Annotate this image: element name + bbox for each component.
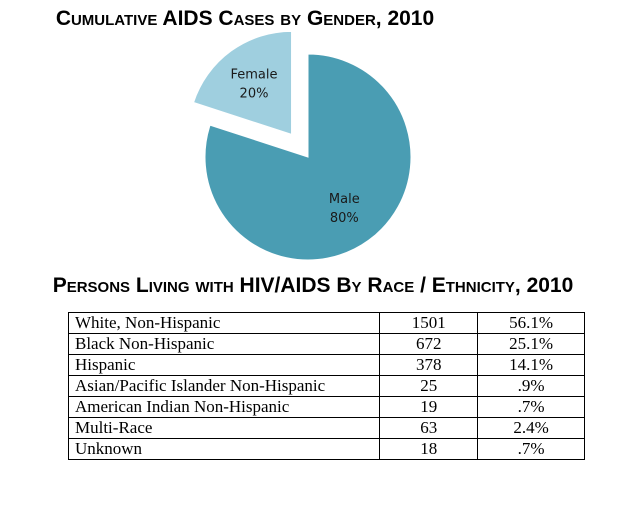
cell: .9% [477, 375, 585, 397]
cell: 14.1% [477, 354, 585, 376]
cell: 25 [379, 375, 479, 397]
table-row: Unknown 18.7% [67, 438, 585, 460]
row-label: American Indian Non-Hispanic [67, 396, 381, 418]
chart-title: Cumulative AIDS Cases by Gender, 2010 [56, 7, 434, 30]
slice-category-label: Female [230, 68, 277, 83]
cell: 672 [379, 333, 479, 355]
cell: 19 [379, 396, 479, 418]
row-label: Hispanic [67, 354, 381, 376]
row-label: Multi-Race [67, 417, 381, 439]
cell: 378 [379, 354, 479, 376]
data-table: White, Non-Hispanic 1501 56.1% Black Non-Hi… [67, 312, 585, 460]
row-label: Unknown [67, 438, 381, 460]
table-row: Black Non-Hispanic 672 25.1% [67, 333, 585, 355]
cell: .7% [477, 438, 585, 460]
pie-slice [192, 30, 293, 136]
cell: 18 [379, 438, 479, 460]
slice-category-label: Male [329, 192, 360, 207]
cell: 63 [379, 417, 479, 439]
table-row: White, Non-Hispanic 1501 56.1% [67, 312, 585, 334]
cell: .7% [477, 396, 585, 418]
pie-slice [204, 53, 412, 261]
table-row: Multi-Race 63 2.4% [67, 417, 585, 439]
cell: 25.1% [477, 333, 585, 355]
row-label: Asian/Pacific Islander Non-Hispanic [67, 375, 381, 397]
row-label: White, Non-Hispanic [67, 312, 381, 334]
table-body: White, Non-Hispanic 1501 56.1% Black Non-Hi… [67, 312, 585, 460]
table-row: Asian/Pacific Islander Non-Hispanic 25.9% [67, 375, 585, 397]
row-label: Black Non-Hispanic [67, 333, 381, 355]
table-title: Persons Living with HIV/AIDS By Race / E… [53, 274, 574, 297]
cell: 1501 [379, 312, 479, 334]
cell: 56.1% [477, 312, 585, 334]
table-row: American Indian Non-Hispanic 19.7% [67, 396, 585, 418]
table-row: Hispanic 378 14.1% [67, 354, 585, 376]
cell: 2.4% [477, 417, 585, 439]
chart: Cumulative AIDS Cases by Gender, 2010 Pe… [53, 7, 574, 297]
slice-value-label: 80% [330, 211, 359, 226]
slice-value-label: 20% [240, 87, 269, 102]
